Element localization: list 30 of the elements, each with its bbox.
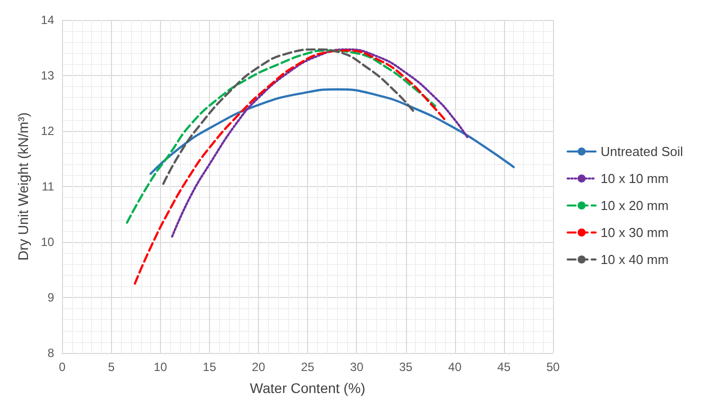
line-series — [126, 49, 436, 224]
y-axis-title: Dry Unit Weight (kN/m³) — [15, 112, 31, 261]
x-axis-title: Water Content (%) — [250, 380, 366, 396]
legend-label: 10 x 30 mm — [600, 225, 669, 240]
legend-label: 10 x 20 mm — [600, 198, 669, 213]
legend-label: 10 x 10 mm — [600, 171, 669, 186]
x-tick-label: 15 — [202, 360, 216, 374]
y-tick-label: 10 — [40, 235, 55, 249]
x-tick-label: 30 — [350, 360, 364, 374]
x-tick-label: 45 — [497, 360, 511, 374]
y-tick-label: 11 — [42, 180, 55, 194]
x-tick-label: 40 — [448, 360, 462, 374]
x-tick-label: 10 — [154, 360, 168, 374]
x-tick-label: 0 — [58, 360, 66, 374]
y-tick-label: 9 — [48, 290, 55, 304]
y-tick-label: 12 — [40, 124, 55, 138]
x-tick-label: 25 — [300, 360, 315, 374]
y-tick-label: 8 — [48, 346, 55, 360]
legend-label: Untreated Soil — [600, 144, 684, 159]
legend-label: 10 x 40 mm — [600, 252, 669, 267]
x-tick-label: 5 — [108, 360, 115, 374]
x-tick-label: 20 — [252, 360, 266, 374]
x-tick-label: 35 — [399, 360, 413, 374]
line-series — [134, 49, 446, 285]
x-tick-label: 50 — [546, 360, 560, 374]
line-series — [162, 48, 415, 185]
line-series — [149, 88, 515, 175]
line-series — [171, 48, 469, 238]
y-tick-label: 13 — [40, 68, 55, 82]
y-tick-label: 14 — [40, 13, 55, 27]
